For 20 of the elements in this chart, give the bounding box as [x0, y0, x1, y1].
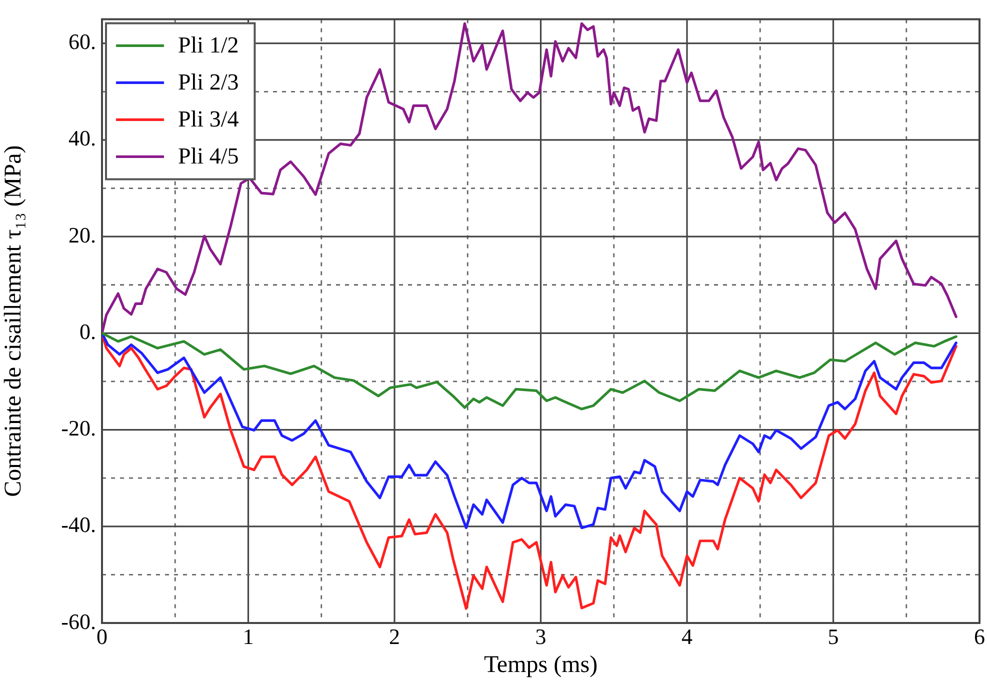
- legend-label: Pli 2/3: [178, 70, 239, 95]
- y-tick-label: -60.: [61, 608, 96, 634]
- x-tick-label: 6: [974, 624, 985, 649]
- y-tick-label: 60.: [68, 29, 96, 54]
- x-tick-label: 0: [96, 624, 108, 649]
- legend-label: Pli 4/5: [178, 144, 239, 169]
- y-tick-label: -40.: [61, 512, 96, 538]
- x-tick-label: 1: [242, 624, 254, 649]
- x-axis-title: Temps (ms): [484, 652, 598, 678]
- x-tick-label: 2: [389, 624, 400, 649]
- y-tick-label: -20.: [61, 416, 96, 441]
- legend-label: Pli 3/4: [178, 106, 240, 132]
- y-tick-label: 20.: [68, 222, 96, 248]
- y-tick-label: 40.: [68, 126, 96, 151]
- y-tick-label: 0.: [80, 318, 96, 344]
- y-axis-title: Contrainte de cisaillement τ₁₃ (MPa): [0, 145, 27, 497]
- x-tick-label: 3: [535, 624, 546, 649]
- x-tick-label: 4: [682, 624, 692, 649]
- x-tick-label: 5: [828, 624, 839, 649]
- legend-label: Pli 1/2: [178, 32, 239, 58]
